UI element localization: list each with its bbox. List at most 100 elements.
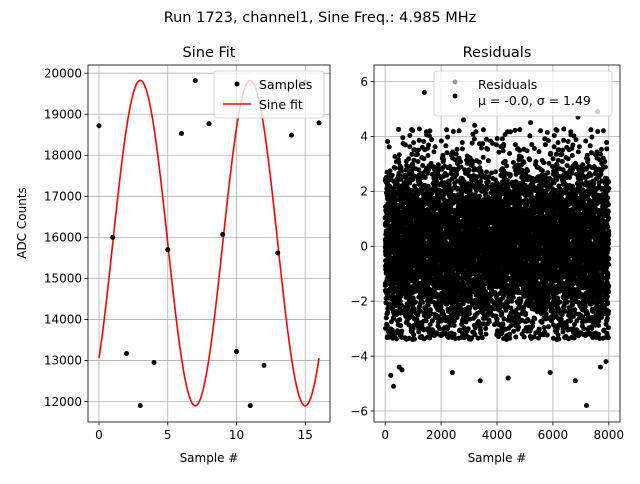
residual-point: [511, 329, 516, 334]
residual-point: [433, 144, 438, 149]
residual-point: [513, 128, 518, 133]
residual-point: [432, 149, 437, 154]
residual-point: [458, 159, 463, 164]
sample-point: [110, 235, 115, 240]
residual-point: [436, 162, 441, 167]
residual-point: [429, 137, 434, 142]
residual-point: [499, 311, 504, 316]
residual-point: [452, 323, 457, 328]
sample-point: [97, 123, 102, 128]
sine-fit-title: Sine Fit: [183, 45, 236, 61]
residual-point: [443, 240, 448, 245]
residual-point: [477, 194, 482, 199]
residual-point: [507, 151, 512, 156]
residual-point: [423, 175, 428, 180]
residual-point: [504, 163, 509, 168]
residual-point: [501, 142, 506, 147]
residual-point: [445, 135, 450, 140]
residual-point: [426, 153, 431, 158]
residual-point: [473, 129, 478, 134]
residual-point: [410, 128, 415, 133]
sine-fit-xtick-label: 15: [298, 428, 313, 442]
residual-point: [421, 139, 426, 144]
residual-point: [480, 141, 485, 146]
residual-point: [495, 136, 500, 141]
residual-point: [397, 317, 402, 322]
sine-fit-ytick-label: 13000: [44, 354, 82, 368]
residual-point: [399, 329, 404, 334]
residual-point: [501, 148, 506, 153]
sine-fit-ytick-label: 18000: [44, 149, 82, 163]
residual-point: [494, 142, 499, 147]
residual-point: [398, 323, 403, 328]
residual-point: [426, 143, 431, 148]
residual-point: [457, 128, 462, 133]
residual-point: [460, 146, 465, 151]
residual-point: [444, 173, 449, 178]
residual-point: [451, 129, 456, 134]
residual-point: [397, 152, 402, 157]
residual-point: [500, 322, 505, 327]
residual-point: [508, 172, 513, 177]
residual-point: [385, 139, 390, 144]
sine-fit-ytick-label: 20000: [44, 67, 82, 81]
sine-fit-xtick-label: 10: [229, 428, 244, 442]
sample-point: [179, 131, 184, 136]
residual-point: [466, 167, 471, 172]
sine-fit-ytick-label: 17000: [44, 190, 82, 204]
residual-point: [519, 155, 524, 160]
residual-point: [417, 138, 422, 143]
residual-point: [481, 127, 486, 132]
residual-point: [416, 159, 421, 164]
residual-point: [507, 336, 512, 341]
residual-point: [464, 319, 469, 324]
residual-point: [407, 133, 412, 138]
legend-samples-marker: [235, 82, 240, 87]
residual-point: [517, 127, 522, 132]
residual-point: [480, 335, 485, 340]
residual-point: [406, 164, 411, 169]
legend-sine-fit-label: Sine fit: [259, 97, 303, 112]
residual-point: [477, 160, 482, 165]
residual-point: [486, 179, 491, 184]
sample-point: [193, 78, 198, 83]
figure-suptitle: Run 1723, channel1, Sine Freq.: 4.985 MH…: [164, 10, 477, 26]
residual-point: [411, 332, 416, 337]
residual-point: [484, 332, 489, 337]
residual-point: [483, 326, 488, 331]
sine-fit-legend: Samples Sine fit: [214, 71, 324, 118]
legend-samples-label: Samples: [259, 77, 312, 92]
residual-point: [516, 325, 521, 330]
residual-point: [467, 311, 472, 316]
sine-fit-ytick-label: 19000: [44, 108, 82, 122]
residual-point: [460, 140, 465, 145]
residual-point: [412, 337, 417, 342]
residual-point: [420, 300, 425, 305]
residual-point: [500, 136, 505, 141]
residual-point: [473, 325, 478, 330]
residual-point: [452, 332, 457, 337]
sine-fit-xlabel: Sample #: [180, 451, 239, 465]
residual-point: [503, 159, 508, 164]
sine-fit-ytick-label: 14000: [44, 313, 82, 327]
sine-fit-xtick-label: 5: [164, 428, 172, 442]
sine-fit-curve: [99, 80, 319, 405]
residual-point: [387, 144, 392, 149]
residual-point: [417, 127, 422, 132]
residuals-title: Residuals: [463, 45, 532, 61]
sample-point: [248, 403, 253, 408]
residuals-xlabel: Sample #: [468, 451, 527, 465]
residual-point: [511, 295, 516, 300]
residual-point: [388, 168, 393, 173]
sample-point: [165, 247, 170, 252]
residual-point: [479, 146, 484, 151]
residual-point: [472, 137, 477, 142]
residual-point: [413, 300, 418, 305]
residual-point: [493, 169, 498, 174]
residual-point: [407, 144, 412, 149]
residual-point: [393, 166, 398, 171]
sample-point: [234, 349, 239, 354]
